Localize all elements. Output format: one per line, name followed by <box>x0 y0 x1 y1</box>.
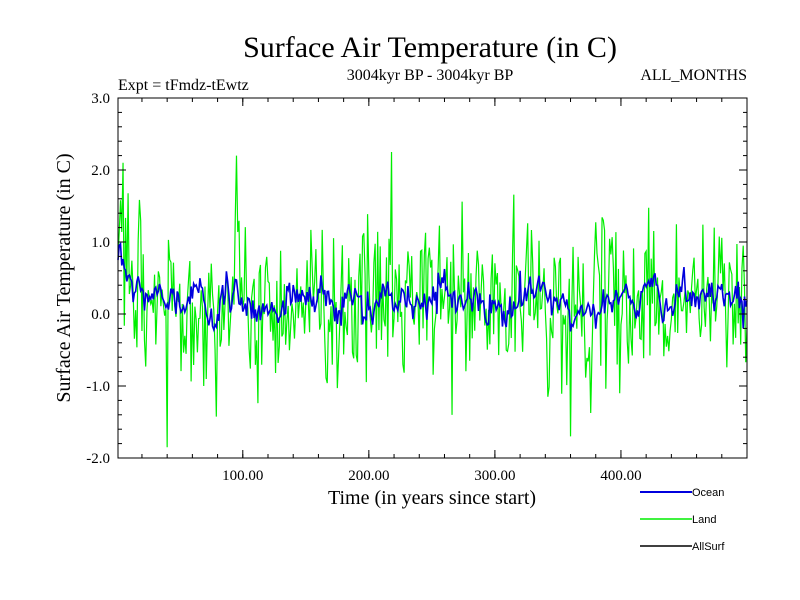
legend-label-allsurf: AllSurf <box>692 541 725 553</box>
y-tick-label: -1.0 <box>86 379 110 395</box>
x-tick-label: 400.00 <box>600 468 641 484</box>
plot-frame <box>117 97 748 459</box>
time-period-label: 3004kyr BP - 3004kyr BP <box>347 67 514 84</box>
y-tick-label: 0.0 <box>91 307 110 323</box>
y-tick-label: 3.0 <box>91 91 110 107</box>
y-tick-label: 1.0 <box>91 235 110 251</box>
legend-label-land: Land <box>692 514 716 526</box>
chart-title: Surface Air Temperature (in C) <box>243 31 617 64</box>
x-tick-label: 300.00 <box>474 468 515 484</box>
series-line-ocean <box>117 241 748 333</box>
x-tick-label: 100.00 <box>222 468 263 484</box>
y-tick-label: -2.0 <box>86 451 110 467</box>
plot-area <box>117 151 748 448</box>
x-axis-label: Time (in years since start) <box>328 487 536 509</box>
y-tick-label: 2.0 <box>91 163 110 179</box>
y-axis-label: Surface Air Temperature (in C) <box>53 153 75 402</box>
legend: Ocean Land AllSurf <box>640 487 725 553</box>
legend-label-ocean: Ocean <box>692 487 724 499</box>
experiment-label: Expt = tFmdz-tEwtz <box>118 77 249 94</box>
axes: -2.0 -1.0 0.0 1.0 2.0 3.0 100.00 200.00 300.00 40… <box>86 91 748 484</box>
x-tick-label: 200.00 <box>348 468 389 484</box>
months-label: ALL_MONTHS <box>640 67 747 84</box>
